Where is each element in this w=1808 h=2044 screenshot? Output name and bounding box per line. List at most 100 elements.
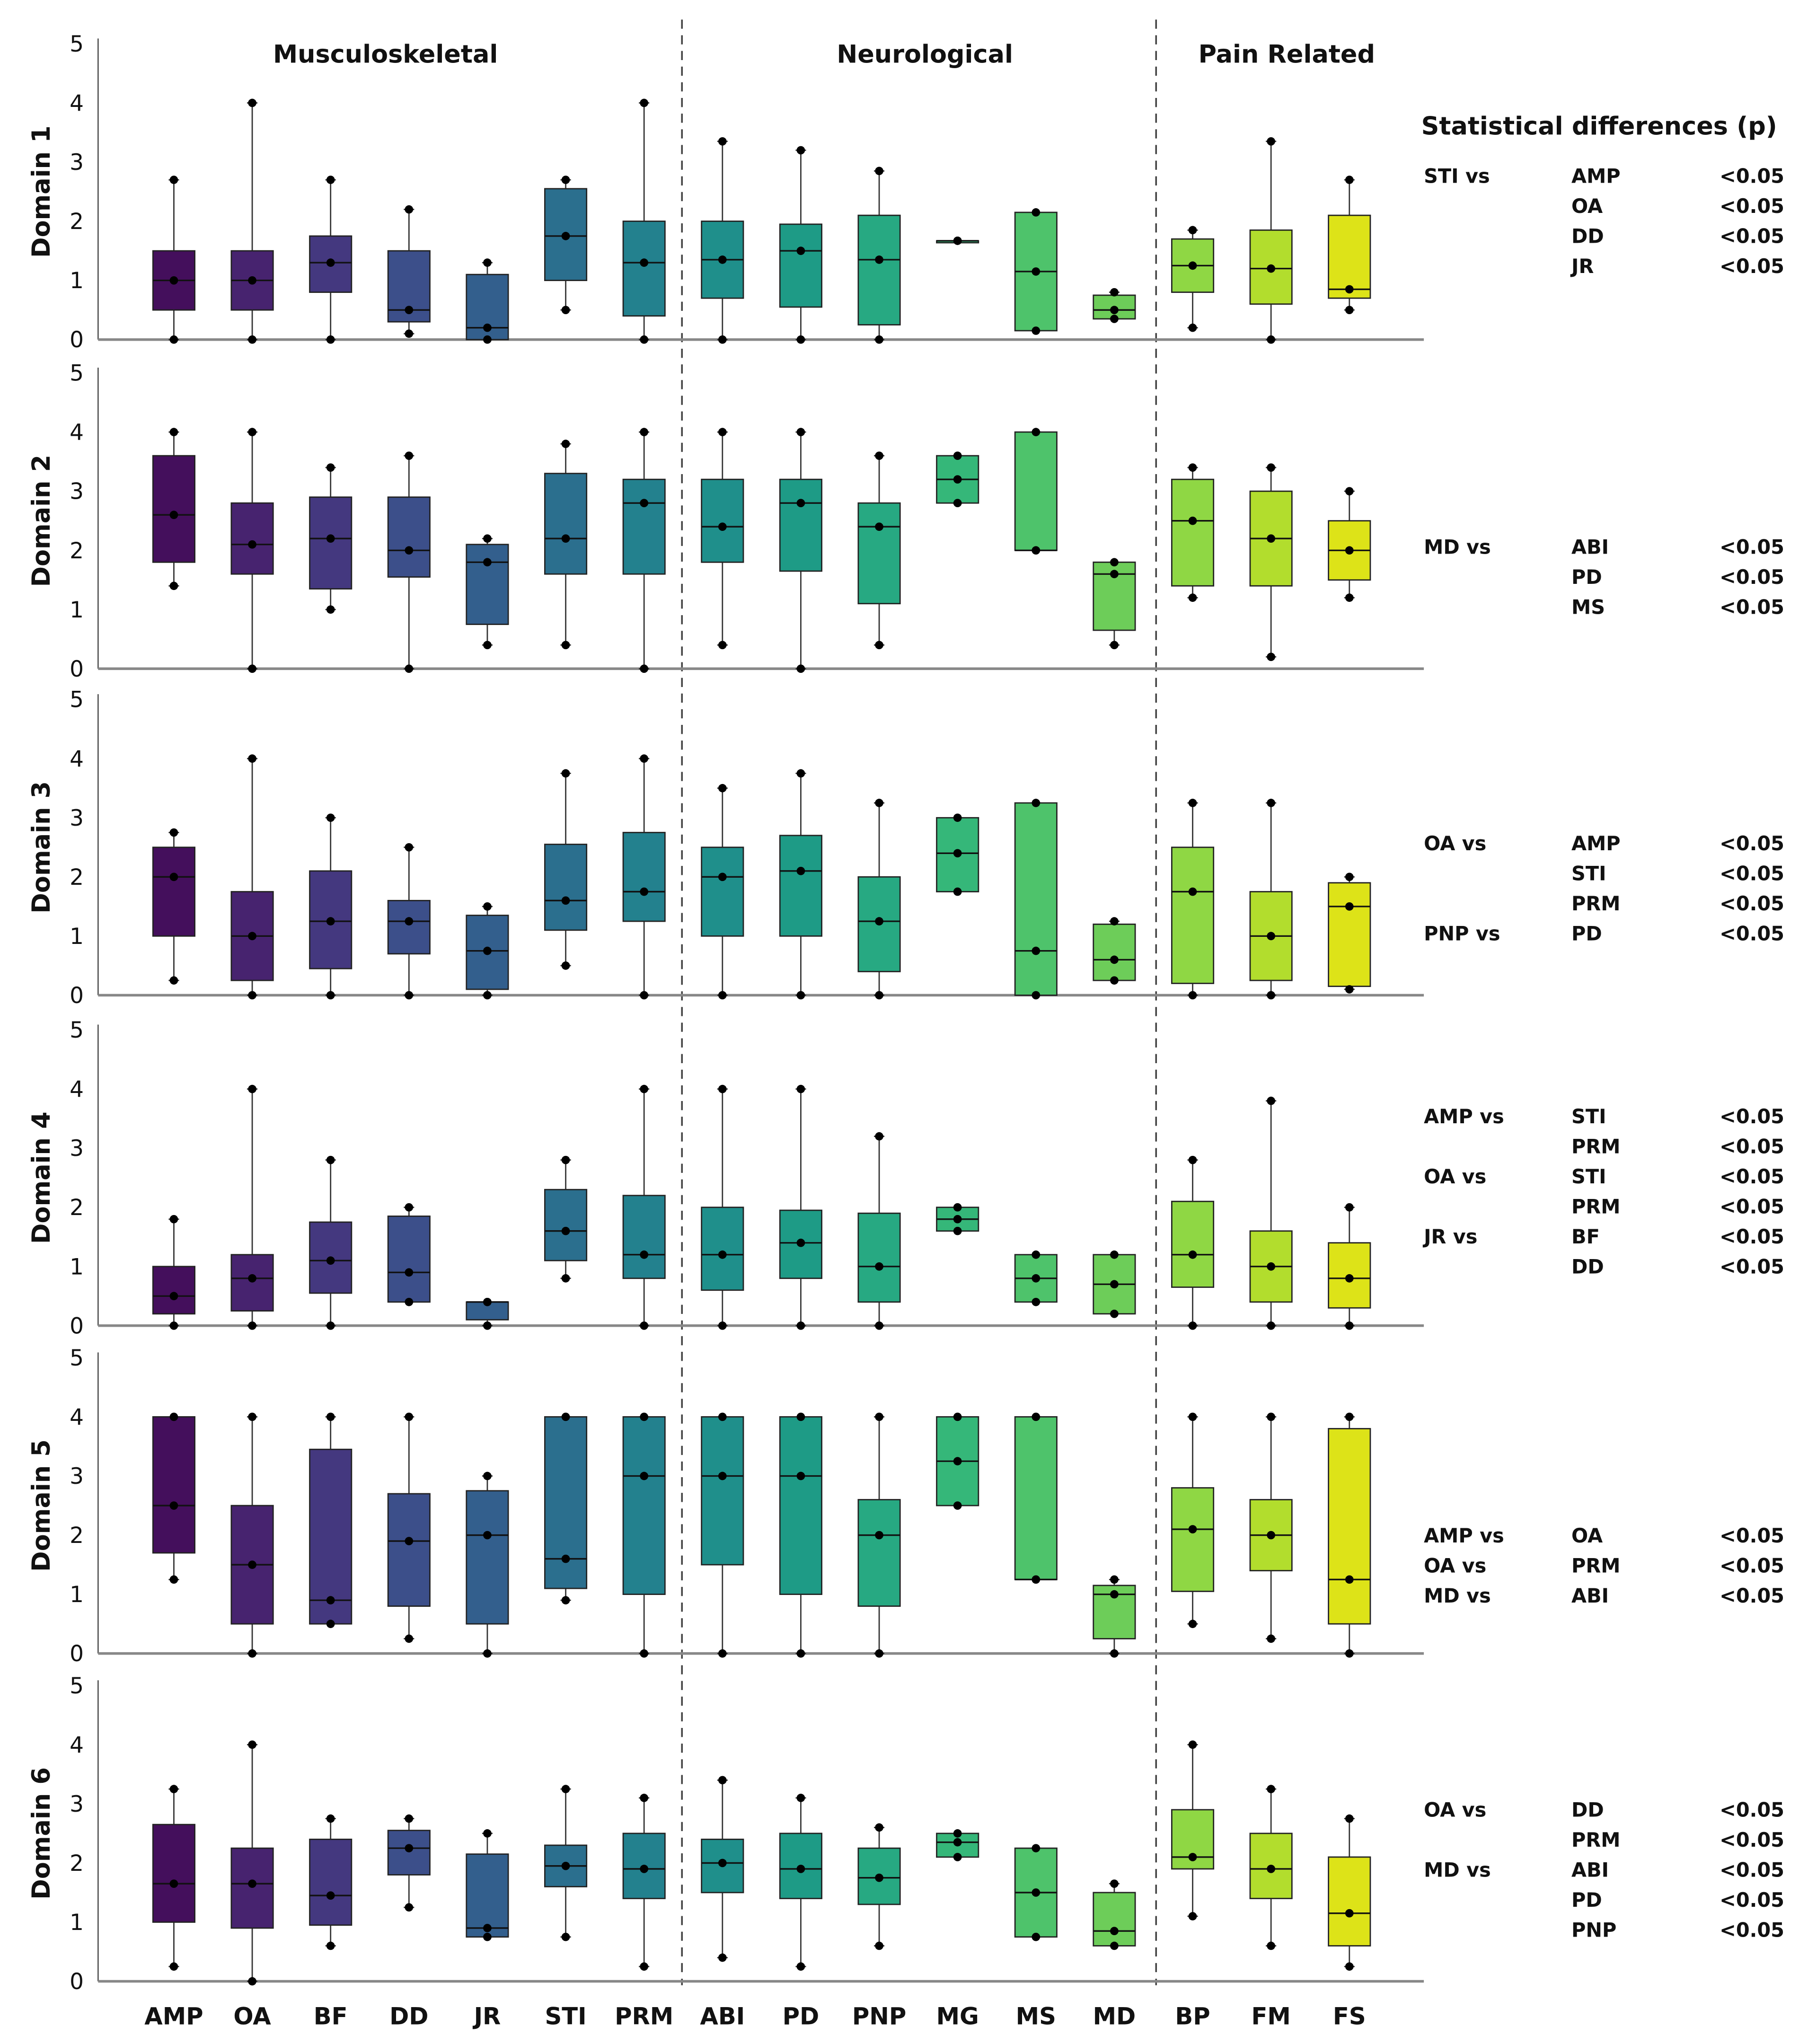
data-point — [326, 176, 335, 184]
data-point — [640, 887, 649, 896]
box-sti — [544, 1189, 588, 1261]
box-bf — [309, 1839, 353, 1926]
x-tick-label: DD — [389, 2003, 428, 2030]
data-point — [796, 991, 805, 1000]
data-point — [1032, 1412, 1041, 1421]
data-point — [640, 1962, 649, 1971]
data-point — [718, 872, 727, 881]
data-point — [248, 932, 256, 941]
box-abi — [701, 1207, 744, 1291]
data-point — [483, 641, 492, 650]
data-point — [1188, 799, 1197, 807]
data-point — [1032, 991, 1041, 1000]
data-point — [483, 323, 492, 332]
stat-group: AMP vs — [1424, 1524, 1504, 1547]
stat-p-value: <0.05 — [1720, 1585, 1784, 1607]
stat-p-value: <0.05 — [1720, 536, 1784, 558]
data-point — [1188, 991, 1197, 1000]
data-point — [1267, 463, 1276, 472]
data-point — [405, 329, 414, 338]
box-amp — [152, 1824, 195, 1923]
data-point — [718, 335, 727, 344]
stat-group: OA vs — [1424, 1165, 1486, 1188]
box-md — [1093, 923, 1136, 981]
stat-p-value: <0.05 — [1720, 1829, 1784, 1851]
data-point — [953, 849, 962, 858]
data-point — [875, 335, 883, 344]
data-point — [875, 1412, 883, 1421]
data-point — [875, 256, 883, 264]
data-point — [953, 1853, 962, 1861]
y-tick-label: 2 — [70, 538, 84, 564]
data-point — [561, 1596, 570, 1604]
data-point — [1267, 1941, 1276, 1950]
data-point — [796, 1412, 805, 1421]
stat-p-value: <0.05 — [1720, 1255, 1784, 1278]
stat-comparison: STI — [1571, 1105, 1606, 1128]
data-point — [169, 1215, 178, 1224]
data-point — [1032, 1250, 1041, 1259]
y-tick-label: 0 — [70, 1313, 84, 1339]
stat-comparison: BF — [1571, 1225, 1600, 1248]
data-point — [1110, 1649, 1119, 1658]
y-tick-label: 4 — [70, 1732, 84, 1758]
stat-comparison: STI — [1571, 1165, 1606, 1188]
data-point — [1345, 985, 1354, 994]
data-point — [1032, 1297, 1041, 1306]
x-tick-label: PNP — [852, 2003, 906, 2030]
box-ms — [1014, 802, 1058, 996]
data-point — [248, 428, 256, 436]
data-point — [1267, 1321, 1276, 1330]
data-point — [640, 664, 649, 673]
data-point — [483, 1924, 492, 1932]
data-point — [1345, 546, 1354, 555]
x-tick-label: MS — [1016, 2003, 1056, 2030]
data-point — [326, 605, 335, 614]
data-point — [326, 1941, 335, 1950]
data-point — [953, 475, 962, 484]
data-point — [561, 1932, 570, 1941]
data-point — [248, 1977, 256, 1986]
y-axis-label: Domain 1 — [27, 125, 56, 258]
data-point — [483, 1321, 492, 1330]
data-point — [483, 1932, 492, 1941]
data-point — [405, 1844, 414, 1852]
y-tick-label: 2 — [70, 1523, 84, 1549]
data-point — [796, 499, 805, 508]
data-point — [326, 1256, 335, 1265]
data-point — [248, 1649, 256, 1658]
data-point — [405, 1634, 414, 1643]
data-point — [1188, 1912, 1197, 1921]
data-point — [953, 1412, 962, 1421]
box-sti — [544, 473, 588, 575]
x-tick-label: MG — [936, 2003, 979, 2030]
data-point — [875, 1823, 883, 1832]
data-point — [169, 1785, 178, 1793]
data-point — [953, 1829, 962, 1838]
x-tick-label: JR — [473, 2003, 501, 2030]
group-header: Musculoskeletal — [273, 40, 498, 69]
data-point — [796, 1471, 805, 1480]
data-point — [248, 1412, 256, 1421]
data-point — [953, 451, 962, 460]
box-pnp — [857, 502, 901, 605]
data-point — [326, 258, 335, 267]
data-point — [640, 1412, 649, 1421]
data-point — [875, 1132, 883, 1141]
data-point — [1188, 593, 1197, 602]
box-prm — [622, 832, 666, 922]
stat-group: OA vs — [1424, 832, 1486, 855]
data-point — [1345, 1649, 1354, 1658]
y-tick-label: 4 — [70, 420, 84, 446]
y-tick-label: 1 — [70, 268, 84, 294]
box-pnp — [857, 214, 901, 326]
data-point — [483, 1829, 492, 1838]
stat-p-value: <0.05 — [1720, 1225, 1784, 1248]
data-point — [1267, 335, 1276, 344]
data-point — [953, 1838, 962, 1847]
data-point — [718, 1776, 727, 1785]
data-point — [1188, 261, 1197, 270]
stat-p-value: <0.05 — [1720, 1105, 1784, 1128]
